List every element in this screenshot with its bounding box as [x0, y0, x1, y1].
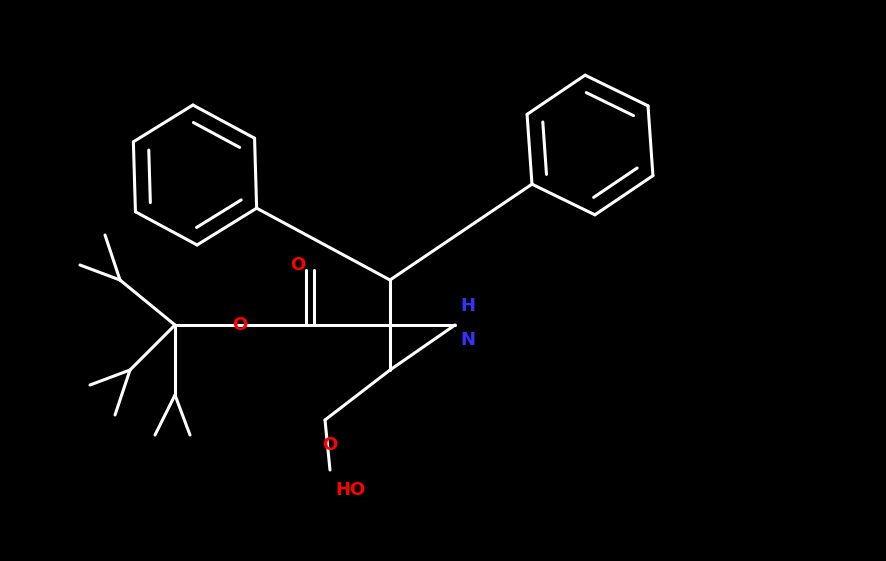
Text: N: N: [460, 331, 475, 349]
Text: O: O: [322, 436, 338, 454]
Text: O: O: [232, 316, 247, 334]
Text: HO: HO: [335, 481, 365, 499]
Text: O: O: [290, 256, 306, 274]
Text: H: H: [460, 297, 475, 315]
